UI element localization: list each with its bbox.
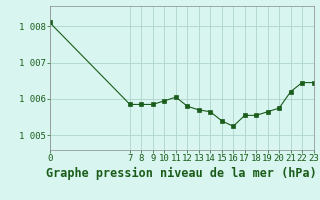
X-axis label: Graphe pression niveau de la mer (hPa): Graphe pression niveau de la mer (hPa) (46, 167, 317, 180)
